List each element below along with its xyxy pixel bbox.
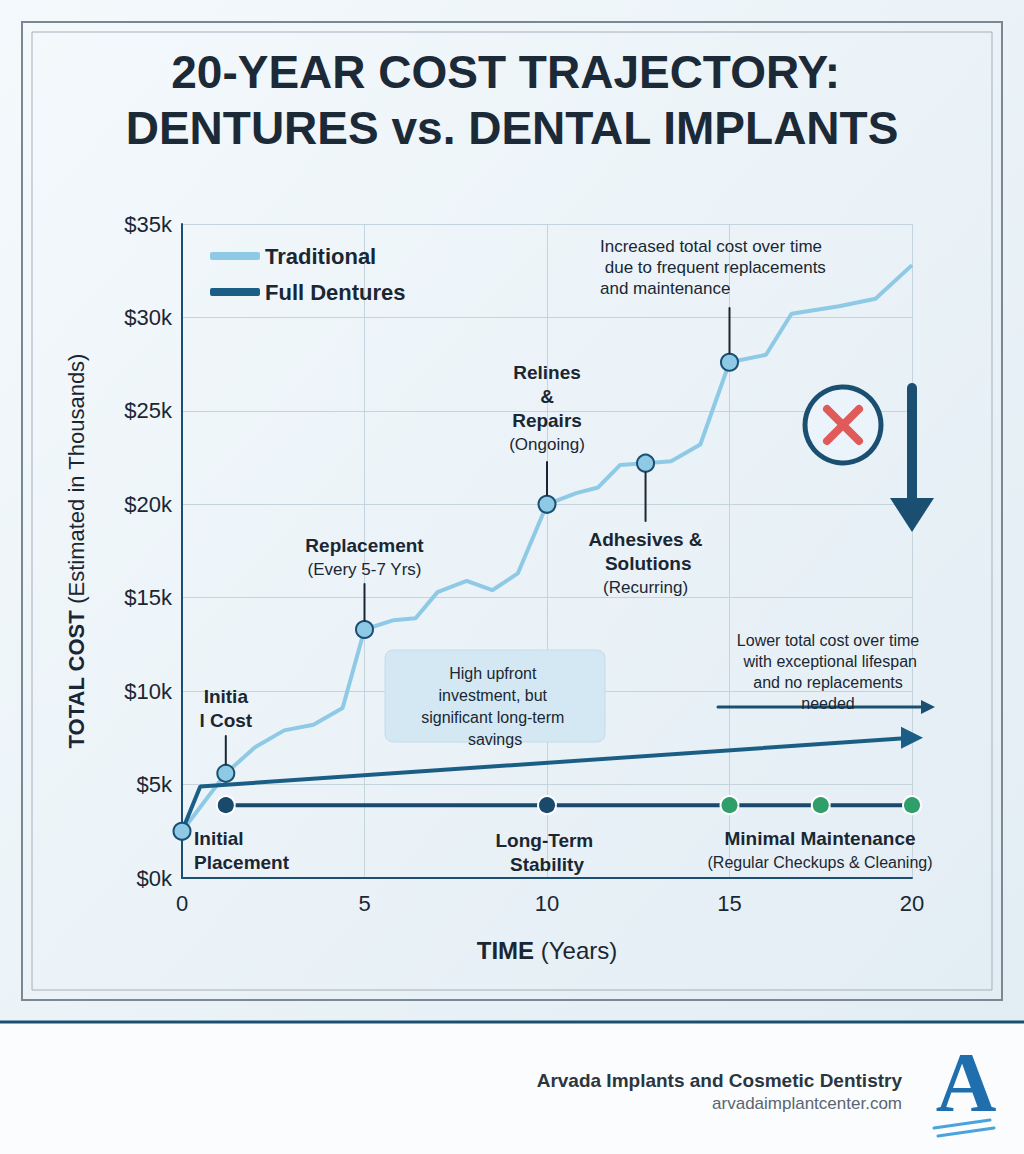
svg-text:Lower total cost over time: Lower total cost over time <box>737 632 919 649</box>
svg-text:investment, but: investment, but <box>439 687 552 704</box>
svg-text:$15k: $15k <box>124 585 173 610</box>
svg-text:Initia: Initia <box>204 686 249 707</box>
svg-text:$0k: $0k <box>137 866 173 891</box>
svg-text:Placement: Placement <box>194 852 290 873</box>
svg-text:due to frequent replacements: due to frequent replacements <box>600 258 831 277</box>
svg-text:20-YEAR COST TRAJECTORY:: 20-YEAR COST TRAJECTORY: <box>171 46 853 98</box>
svg-text:0: 0 <box>176 891 188 916</box>
svg-text:Traditional: Traditional <box>265 244 376 269</box>
svg-text:TIME: TIME <box>477 937 534 964</box>
svg-text:needed: needed <box>801 695 854 712</box>
svg-text:$10k: $10k <box>124 679 173 704</box>
svg-text:significant long-term: significant long-term <box>421 709 569 726</box>
svg-text:Stability: Stability <box>510 854 584 875</box>
svg-text:$30k: $30k <box>124 305 173 330</box>
svg-text:Repairs: Repairs <box>512 410 582 431</box>
svg-text:(Recurring): (Recurring) <box>603 578 688 597</box>
svg-text:l Cost: l Cost <box>199 710 252 731</box>
svg-text:5: 5 <box>358 891 370 916</box>
svg-text:$35k: $35k <box>124 212 173 237</box>
svg-text:20: 20 <box>900 891 924 916</box>
svg-text:Long-Term: Long-Term <box>495 830 598 851</box>
svg-text:and no replacements: and no replacements <box>749 674 907 691</box>
svg-text:(Ongoing): (Ongoing) <box>509 435 585 454</box>
svg-text:Initial: Initial <box>194 828 249 849</box>
svg-text:&: & <box>535 386 559 407</box>
svg-text:with exceptional lifespan: with exceptional lifespan <box>739 653 917 670</box>
svg-text:10: 10 <box>535 891 559 916</box>
svg-text:Relines: Relines <box>513 362 581 383</box>
svg-text:Minimal Maintenance: Minimal Maintenance <box>724 828 915 849</box>
svg-text:Full Dentures: Full Dentures <box>265 280 406 305</box>
svg-text:Increased total cost over time: Increased total cost over time <box>600 237 822 256</box>
svg-text:(Every 5-7 Yrs): (Every 5-7 Yrs) <box>308 560 422 579</box>
svg-text:savings: savings <box>468 731 522 748</box>
svg-text:High upfront: High upfront <box>449 665 541 682</box>
svg-text:15: 15 <box>717 891 741 916</box>
svg-text:Arvada Implants and Cosmetic D: Arvada Implants and Cosmetic Dentistry <box>537 1070 903 1091</box>
svg-text:Replacement: Replacement <box>305 535 424 556</box>
svg-text:TOTAL COST: TOTAL COST <box>64 610 89 749</box>
svg-text:(Regular Checkups & Cleaning): (Regular Checkups & Cleaning) <box>708 854 933 871</box>
svg-text:$5k: $5k <box>137 772 173 797</box>
svg-text:(Estimated in Thousands): (Estimated in Thousands) <box>64 354 89 610</box>
svg-text:$20k: $20k <box>124 492 173 517</box>
svg-text:Adhesives &: Adhesives & <box>589 529 703 550</box>
svg-text:and maintenance: and maintenance <box>600 279 730 298</box>
svg-text:(Years): (Years) <box>534 937 617 964</box>
svg-text:A: A <box>936 1036 997 1129</box>
svg-text:Solutions: Solutions <box>600 553 692 574</box>
svg-text:arvadaimplantcenter.com: arvadaimplantcenter.com <box>712 1094 902 1113</box>
svg-text:DENTURES vs. DENTAL IMPLANTS: DENTURES vs. DENTAL IMPLANTS <box>126 102 899 154</box>
svg-text:$25k: $25k <box>124 398 173 423</box>
